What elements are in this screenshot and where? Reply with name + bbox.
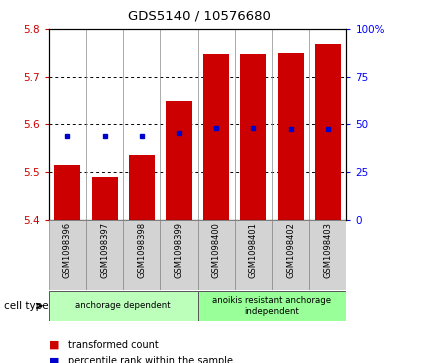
Bar: [315, 44, 341, 220]
Text: GSM1098399: GSM1098399: [175, 222, 184, 278]
Bar: [129, 155, 155, 220]
Bar: [198, 291, 346, 321]
Text: GSM1098402: GSM1098402: [286, 222, 295, 278]
Text: GSM1098401: GSM1098401: [249, 222, 258, 278]
Text: transformed count: transformed count: [68, 340, 159, 350]
Bar: [198, 220, 235, 290]
Bar: [123, 220, 160, 290]
Bar: [54, 165, 80, 220]
Text: GSM1098398: GSM1098398: [137, 222, 146, 278]
Text: anoikis resistant anchorage
independent: anoikis resistant anchorage independent: [212, 296, 332, 315]
Bar: [272, 220, 309, 290]
Text: anchorage dependent: anchorage dependent: [76, 301, 171, 310]
Bar: [166, 101, 192, 220]
Bar: [203, 54, 229, 220]
Text: GSM1098400: GSM1098400: [212, 222, 221, 278]
Text: GSM1098397: GSM1098397: [100, 222, 109, 278]
Text: ■: ■: [49, 340, 60, 350]
Bar: [235, 220, 272, 290]
Bar: [278, 53, 303, 220]
Bar: [160, 220, 198, 290]
Text: GSM1098396: GSM1098396: [63, 222, 72, 278]
Bar: [309, 220, 346, 290]
Text: cell type: cell type: [4, 301, 49, 311]
Bar: [49, 220, 86, 290]
Text: ■: ■: [49, 356, 60, 363]
Text: GDS5140 / 10576680: GDS5140 / 10576680: [128, 9, 271, 22]
Text: GSM1098403: GSM1098403: [323, 222, 332, 278]
Bar: [92, 177, 118, 220]
Bar: [86, 220, 123, 290]
Bar: [241, 54, 266, 220]
Bar: [49, 291, 198, 321]
Text: percentile rank within the sample: percentile rank within the sample: [68, 356, 233, 363]
